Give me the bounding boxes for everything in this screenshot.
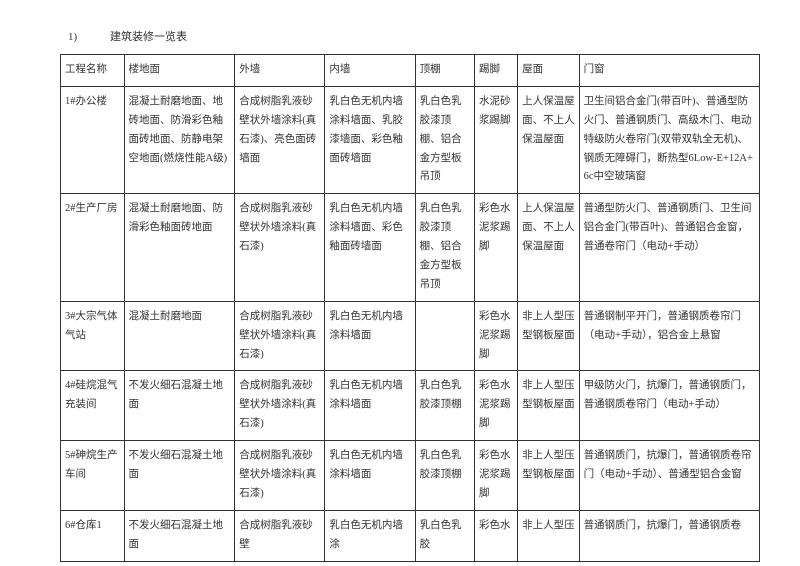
table-cell: 彩色水泥浆踢脚 xyxy=(475,371,518,441)
table-cell: 乳白色无机内墙涂料墙面 xyxy=(325,301,415,371)
table-cell: 6#仓库1 xyxy=(61,510,125,561)
table-cell: 非上人型压 xyxy=(518,510,579,561)
table-header-row: 工程名称 楼地面 外墙 内墙 顶棚 踢脚 屋面 门窗 xyxy=(61,55,760,87)
table-row: 5#砷烷生产车间不发火细石混凝土地面合成树脂乳液砂壁状外墙涂料(真石漆)乳白色无… xyxy=(61,441,760,511)
table-cell: 合成树脂乳液砂壁状外墙涂料(真石漆) xyxy=(235,194,325,301)
table-cell: 不发火细石混凝土地面 xyxy=(124,371,235,441)
table-cell: 普通钢质门，抗爆门，普通钢质卷帘门（电动+手动）、普通型铝合金窗 xyxy=(579,441,759,511)
table-row: 3#大宗气体气站混凝土耐磨地面合成树脂乳液砂壁状外墙涂料(真石漆)乳白色无机内墙… xyxy=(61,301,760,371)
table-cell: 乳白色乳胶漆顶棚、铝合金方型板吊顶 xyxy=(415,194,474,301)
table-cell: 5#砷烷生产车间 xyxy=(61,441,125,511)
table-cell: 3#大宗气体气站 xyxy=(61,301,125,371)
table-row: 6#仓库1不发火细石混凝土地面合成树脂乳液砂壁乳白色无机内墙涂乳白色乳胶彩色水非… xyxy=(61,510,760,561)
table-cell: 卫生间铝合金门(带百叶)、普通型防火门、普通钢质门、高级木门、电动特级防火卷帘门… xyxy=(579,86,759,193)
title-number: 1) xyxy=(68,31,110,43)
table-cell: 甲级防火门，抗爆门，普通钢质门，普通钢质卷帘门（电动+手动） xyxy=(579,371,759,441)
table-cell: 上人保温屋面、不上人保温屋面 xyxy=(518,194,579,301)
table-cell: 合成树脂乳液砂壁状外墙涂料(真石漆) xyxy=(235,371,325,441)
table-cell: 不发火细石混凝土地面 xyxy=(124,510,235,561)
table-cell: 不发火细石混凝土地面 xyxy=(124,441,235,511)
table-cell: 彩色水泥浆踢脚 xyxy=(475,194,518,301)
title-text: 建筑装修一览表 xyxy=(110,31,187,43)
table-cell: 非上人型压型钢板屋面 xyxy=(518,371,579,441)
table-cell xyxy=(415,301,474,371)
decoration-table: 工程名称 楼地面 外墙 内墙 顶棚 踢脚 屋面 门窗 1#办公楼混凝土耐磨地面、… xyxy=(60,54,760,562)
col-header: 工程名称 xyxy=(61,55,125,87)
table-cell: 乳白色乳胶漆顶棚 xyxy=(415,371,474,441)
table-cell: 混凝土耐磨地面、地砖地面、防滑彩色釉面砖地面、防静电架空地面(燃烧性能A级) xyxy=(124,86,235,193)
table-cell: 乳白色无机内墙涂料墙面 xyxy=(325,371,415,441)
table-cell: 普通钢制平开门，普通钢质卷帘门（电动+手动），铝合金上悬窗 xyxy=(579,301,759,371)
col-header: 内墙 xyxy=(325,55,415,87)
table-cell: 普通型防火门、普通钢质门、卫生间铝合金门(带百叶)、普通铝合金窗，普通卷帘门（电… xyxy=(579,194,759,301)
table-cell: 乳白色无机内墙涂料墙面、彩色釉面砖墙面 xyxy=(325,194,415,301)
table-cell: 乳白色无机内墙涂 xyxy=(325,510,415,561)
col-header: 外墙 xyxy=(235,55,325,87)
table-cell: 非上人型压型钢板屋面 xyxy=(518,441,579,511)
table-cell: 混凝土耐磨地面、防滑彩色釉面砖地面 xyxy=(124,194,235,301)
table-cell: 2#生产厂房 xyxy=(61,194,125,301)
table-cell: 彩色水泥浆踢脚 xyxy=(475,441,518,511)
table-cell: 彩色水 xyxy=(475,510,518,561)
table-row: 1#办公楼混凝土耐磨地面、地砖地面、防滑彩色釉面砖地面、防静电架空地面(燃烧性能… xyxy=(61,86,760,193)
table-cell: 彩色水泥浆踢脚 xyxy=(475,301,518,371)
table-row: 4#硅烷混气充装间不发火细石混凝土地面合成树脂乳液砂壁状外墙涂料(真石漆)乳白色… xyxy=(61,371,760,441)
table-cell: 乳白色乳胶 xyxy=(415,510,474,561)
table-cell: 上人保温屋面、不上人保温屋面 xyxy=(518,86,579,193)
table-cell: 合成树脂乳液砂壁状外墙涂料(真石漆) xyxy=(235,441,325,511)
col-header: 门窗 xyxy=(579,55,759,87)
table-cell: 水泥砂浆踢脚 xyxy=(475,86,518,193)
col-header: 踢脚 xyxy=(475,55,518,87)
table-cell: 混凝土耐磨地面 xyxy=(124,301,235,371)
table-cell: 合成树脂乳液砂壁 xyxy=(235,510,325,561)
col-header: 顶棚 xyxy=(415,55,474,87)
page-title: 1)建筑装修一览表 xyxy=(60,28,760,44)
col-header: 屋面 xyxy=(518,55,579,87)
table-cell: 乳白色乳胶漆顶棚 xyxy=(415,441,474,511)
table-cell: 合成树脂乳液砂壁状外墙涂料(真石漆) xyxy=(235,301,325,371)
table-cell: 普通钢质门，抗爆门，普通钢质卷 xyxy=(579,510,759,561)
table-cell: 1#办公楼 xyxy=(61,86,125,193)
table-cell: 乳白色无机内墙涂料墙面、乳胶漆墙面、彩色釉面砖墙面 xyxy=(325,86,415,193)
table-cell: 非上人型压型钢板屋面 xyxy=(518,301,579,371)
table-cell: 合成树脂乳液砂壁状外墙涂料(真石漆)、亮色面砖墙面 xyxy=(235,86,325,193)
table-row: 2#生产厂房混凝土耐磨地面、防滑彩色釉面砖地面合成树脂乳液砂壁状外墙涂料(真石漆… xyxy=(61,194,760,301)
table-cell: 乳白色无机内墙涂料墙面 xyxy=(325,441,415,511)
col-header: 楼地面 xyxy=(124,55,235,87)
table-cell: 4#硅烷混气充装间 xyxy=(61,371,125,441)
table-cell: 乳白色乳胶漆顶棚、铝合金方型板吊顶 xyxy=(415,86,474,193)
